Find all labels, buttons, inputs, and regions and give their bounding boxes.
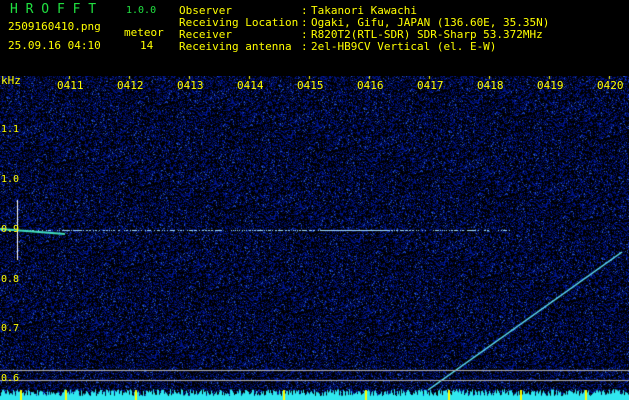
x-tick-label: 0419 [537,79,564,92]
meteor-count: 14 [140,39,154,52]
y-tick-label: 1.1 [1,124,20,135]
y-tick-label: 0.7 [1,323,20,334]
info-label: Receiving Location [179,16,299,29]
app-version: 1.0.0 [126,5,157,16]
receiver-value: R820T2(RTL-SDR) SDR-Sharp 53.372MHz [311,28,543,41]
info-sep: : [301,4,308,17]
meteor-label: meteor [124,26,164,39]
y-tick-label: 0.8 [1,274,20,285]
info-label: Receiving antenna [179,40,292,53]
info-label: Observer [179,4,232,17]
antenna-value: 2el-HB9CV Vertical (el. E-W) [311,40,497,53]
x-tick-label: 0411 [57,79,84,92]
location-value: Ogaki, Gifu, JAPAN (136.60E, 35.35N) [311,16,550,29]
file-name: 2509160410.png [8,20,101,33]
spectrogram [0,76,629,400]
y-tick-label: 1.0 [1,174,20,185]
x-tick-label: 0414 [237,79,264,92]
x-tick-label: 0415 [297,79,324,92]
app-logo: H R O F F T [10,2,97,17]
x-tick-label: 0416 [357,79,384,92]
info-label: Receiver [179,28,232,41]
info-sep: : [301,16,308,29]
info-sep: : [301,40,308,53]
y-tick-label: 0.9 [1,224,20,235]
x-tick-label: 0418 [477,79,504,92]
x-tick-label: 0420 [597,79,624,92]
file-datetime: 25.09.16 04:10 [8,39,101,52]
x-tick-label: 0413 [177,79,204,92]
x-tick-label: 0412 [117,79,144,92]
observer-value: Takanori Kawachi [311,4,417,17]
x-tick-label: 0417 [417,79,444,92]
y-axis-unit: kHz [1,74,21,87]
info-sep: : [301,28,308,41]
y-tick-label: 0.6 [1,373,20,384]
